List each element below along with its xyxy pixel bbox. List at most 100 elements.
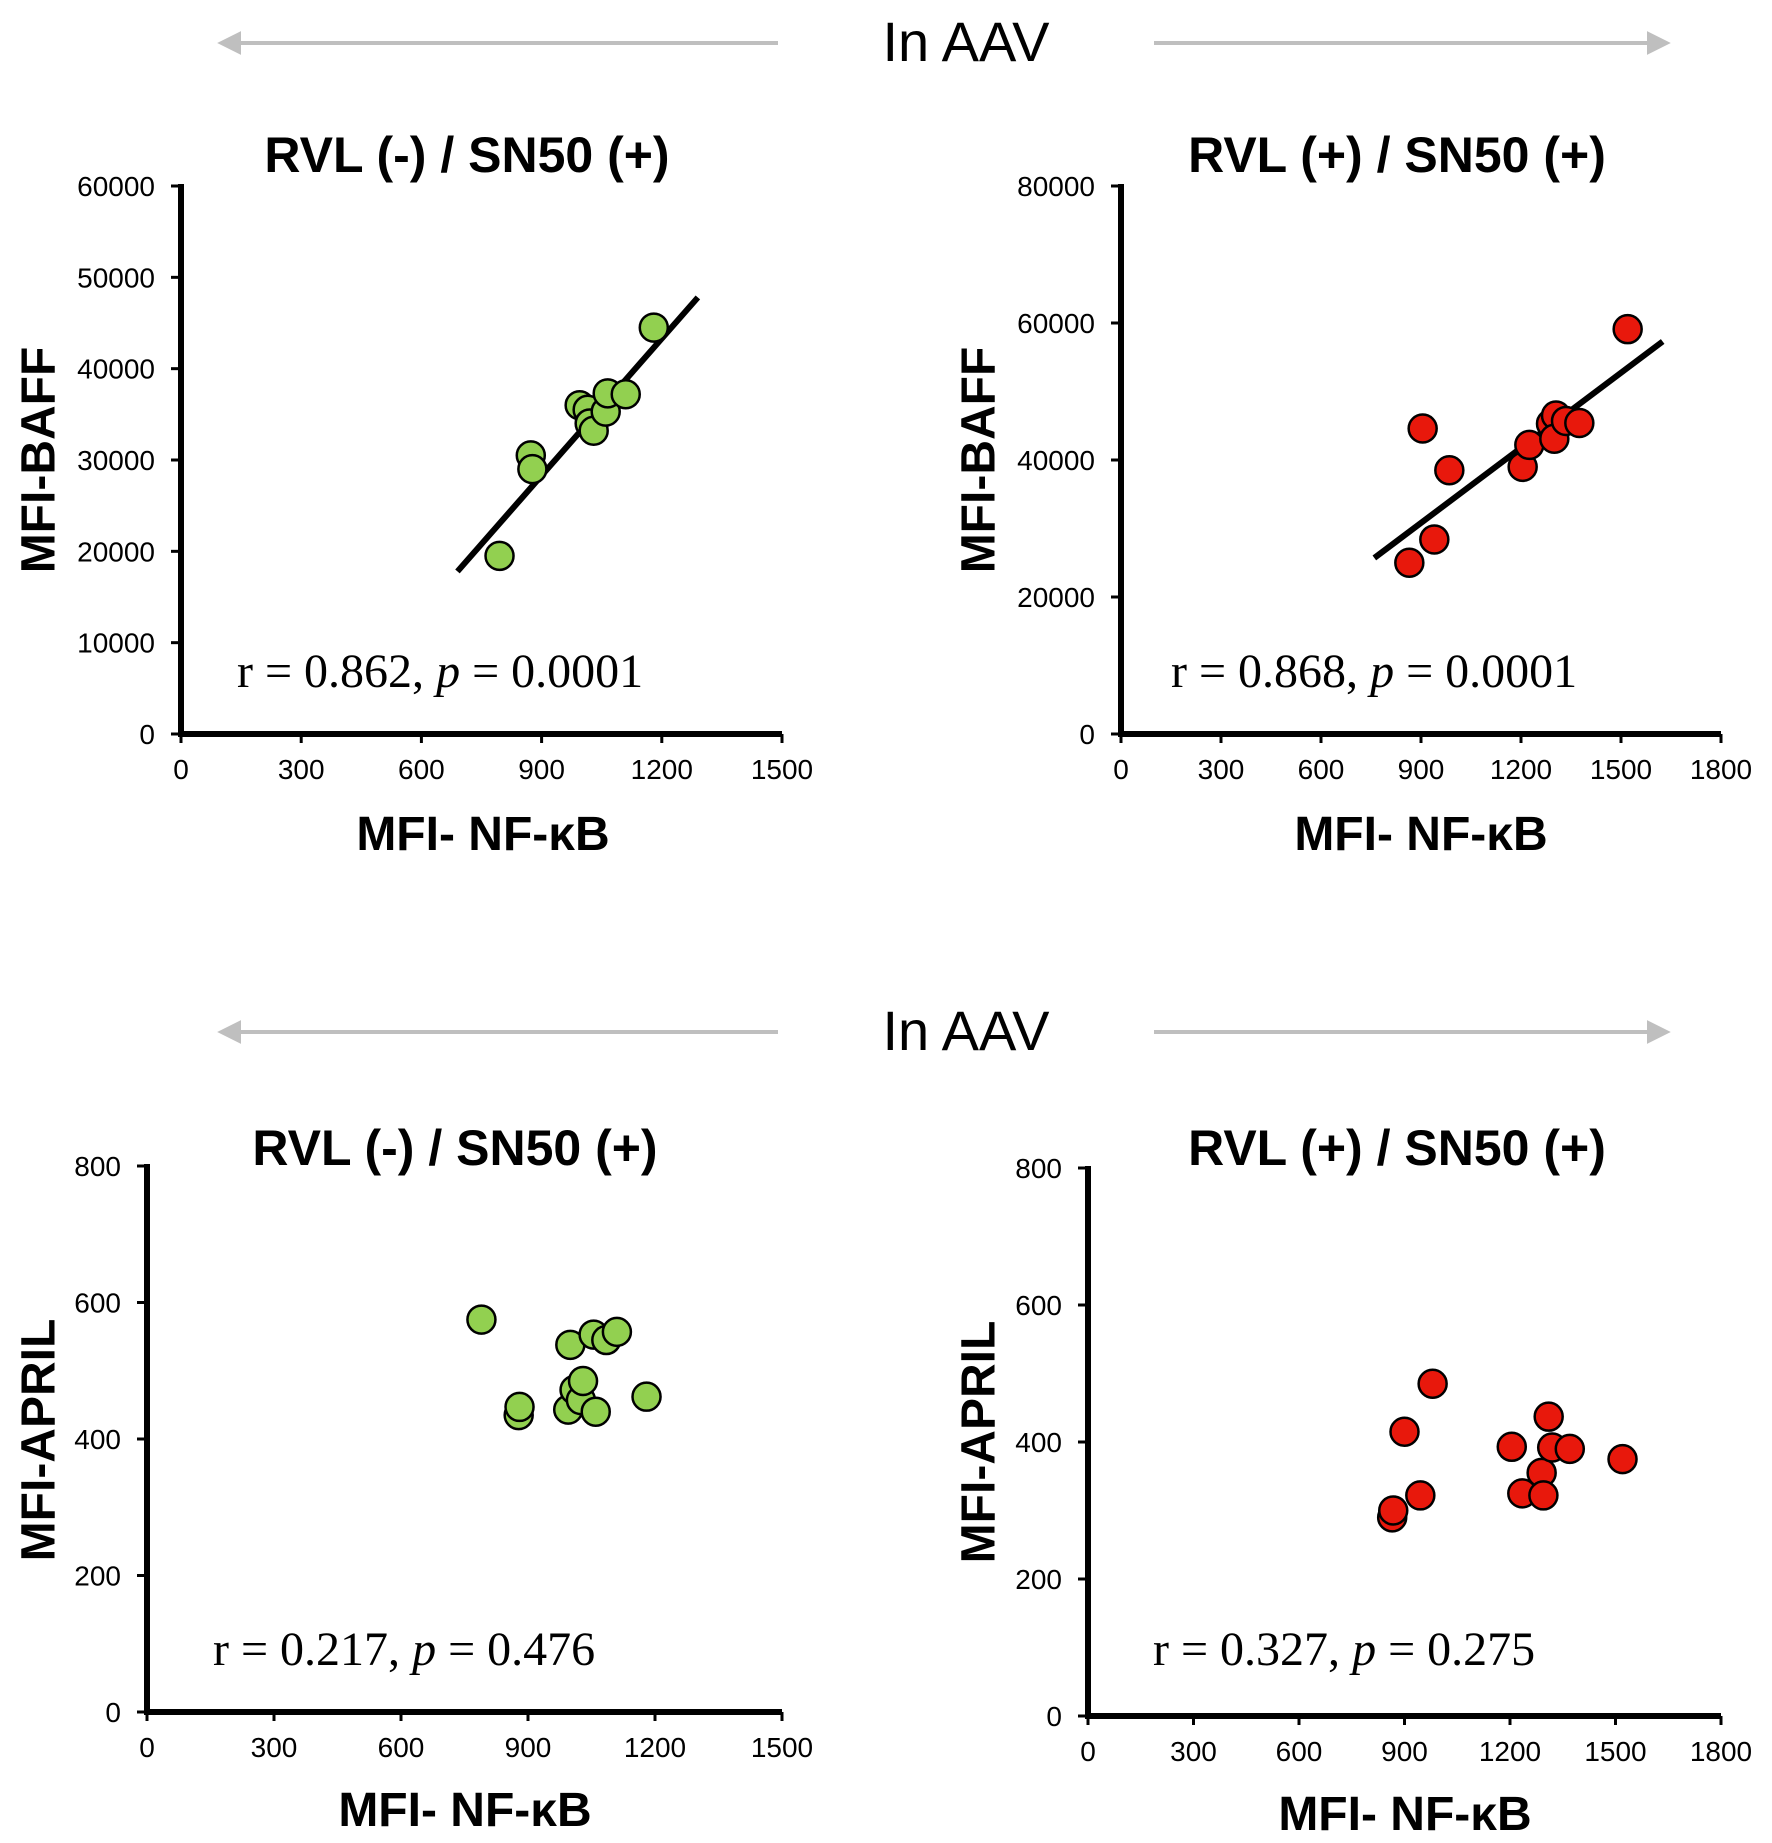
x-axis-label: MFI- NF-κB <box>1278 1788 1531 1841</box>
y-tick-label: 30000 <box>77 445 155 476</box>
x-tick-label: 900 <box>505 1732 552 1763</box>
data-point <box>601 1316 633 1348</box>
y-axis-label: MFI-APRIL <box>13 1319 66 1562</box>
banner-label: In AAV <box>882 999 1050 1062</box>
x-tick-label: 600 <box>1298 754 1345 785</box>
data-point <box>1514 429 1545 461</box>
x-tick-label: 1500 <box>751 754 813 785</box>
stat-p-label: p <box>409 1623 436 1676</box>
data-point <box>567 1365 599 1397</box>
trend-line <box>455 295 701 574</box>
y-tick-label: 600 <box>74 1288 121 1319</box>
x-tick-label: 300 <box>278 754 325 785</box>
stat-p-label: p <box>1367 645 1394 698</box>
stat-r: r = 0.217, <box>213 1623 412 1676</box>
y-tick-label: 20000 <box>1017 582 1095 613</box>
stat-r: r = 0.327, <box>1153 1623 1352 1676</box>
stat-p-value: = 0.476 <box>436 1623 595 1676</box>
data-point <box>504 1391 535 1423</box>
data-point <box>484 540 515 572</box>
x-axis-label: MFI- NF-κB <box>338 1784 591 1837</box>
stat-annotation: r = 0.862, p = 0.0001 <box>237 645 643 698</box>
x-tick-label: 600 <box>1276 1736 1323 1767</box>
x-tick-label: 900 <box>1398 754 1445 785</box>
y-tick-label: 0 <box>1046 1701 1062 1732</box>
banner-bottom: In AAV <box>217 999 1671 1062</box>
x-tick-label: 1500 <box>1590 754 1652 785</box>
stat-p-label: p <box>1349 1623 1376 1676</box>
chart-april-green: RVL (-) / SN50 (+) 0 200 400 600 800 0 300 600 90… <box>13 1120 813 1837</box>
data-point <box>466 1304 497 1335</box>
x-tick-label: 1200 <box>624 1732 686 1763</box>
stat-annotation: r = 0.327, p = 0.275 <box>1153 1623 1535 1676</box>
x-tick-label: 1500 <box>1584 1736 1646 1767</box>
data-point <box>1564 407 1595 439</box>
x-tick-label: 300 <box>1170 1736 1217 1767</box>
x-tick-label: 600 <box>398 754 445 785</box>
x-tick-label: 900 <box>1381 1736 1428 1767</box>
data-point <box>1389 1416 1420 1447</box>
data-point <box>1394 547 1425 578</box>
data-point <box>1533 1401 1564 1432</box>
x-axis-label: MFI- NF-κB <box>356 808 609 861</box>
data-point <box>1496 1431 1528 1463</box>
chart-title: RVL (+) / SN50 (+) <box>1188 127 1606 183</box>
data-point <box>1405 1480 1436 1511</box>
y-tick-label: 60000 <box>1017 308 1095 339</box>
y-axis-label: MFI-BAFF <box>953 347 1006 574</box>
y-axis-label: MFI-APRIL <box>953 1321 1006 1564</box>
y-tick-label: 400 <box>1015 1427 1062 1458</box>
x-tick-label: 900 <box>518 754 565 785</box>
y-tick-label: 200 <box>1015 1564 1062 1595</box>
x-tick-label: 1800 <box>1690 754 1752 785</box>
data-point <box>1377 1495 1409 1526</box>
data-point <box>631 1381 662 1412</box>
y-tick-label: 60000 <box>77 171 155 202</box>
y-tick-label: 40000 <box>1017 445 1095 476</box>
stat-r: r = 0.862, <box>237 645 436 698</box>
chart-title: RVL (+) / SN50 (+) <box>1188 1120 1606 1176</box>
y-tick-label: 20000 <box>77 536 155 567</box>
x-tick-label: 1200 <box>631 754 693 785</box>
data-point <box>1417 1368 1448 1400</box>
y-tick-label: 800 <box>1015 1153 1062 1184</box>
x-axis-label: MFI- NF-κB <box>1294 808 1547 861</box>
stat-r: r = 0.868, <box>1171 645 1370 698</box>
data-point <box>1528 1480 1559 1511</box>
y-tick-label: 50000 <box>77 262 155 293</box>
data-point <box>1434 455 1465 486</box>
y-tick-label: 10000 <box>77 628 155 659</box>
data-point <box>1607 1443 1638 1475</box>
data-point <box>610 378 641 410</box>
x-tick-label: 0 <box>173 754 189 785</box>
y-tick-label: 40000 <box>77 354 155 385</box>
x-tick-label: 600 <box>378 1732 425 1763</box>
data-point <box>1419 524 1450 555</box>
y-tick-label: 600 <box>1015 1290 1062 1321</box>
chart-april-red: RVL (+) / SN50 (+) 0 200 400 600 800 0 300 600 90… <box>953 1120 1752 1841</box>
y-axis-label: MFI-BAFF <box>13 347 66 574</box>
chart-baff-red: RVL (+) / SN50 (+) 0 20000 40000 60000 80000 0… <box>953 127 1752 861</box>
banner-top: In AAV <box>217 10 1671 73</box>
data-point <box>638 312 670 343</box>
x-tick-label: 1500 <box>751 1732 813 1763</box>
x-tick-label: 1800 <box>1690 1736 1752 1767</box>
chart-baff-green: RVL (-) / SN50 (+) 0 10000 20000 30000 40000 5… <box>13 127 813 861</box>
x-tick-label: 0 <box>139 1732 155 1763</box>
data-point <box>517 453 548 485</box>
y-tick-label: 0 <box>139 719 155 750</box>
x-tick-label: 300 <box>1198 754 1245 785</box>
stat-annotation: r = 0.868, p = 0.0001 <box>1171 645 1577 698</box>
x-tick-label: 300 <box>251 1732 298 1763</box>
y-tick-label: 200 <box>74 1561 121 1592</box>
x-tick-label: 1200 <box>1490 754 1552 785</box>
data-point <box>1612 313 1643 345</box>
y-tick-label: 0 <box>105 1697 121 1728</box>
banner-label: In AAV <box>882 10 1050 73</box>
y-tick-label: 0 <box>1079 719 1095 750</box>
chart-title: RVL (-) / SN50 (+) <box>264 127 669 183</box>
stat-annotation: r = 0.217, p = 0.476 <box>213 1623 595 1676</box>
stat-p-value: = 0.275 <box>1376 1623 1535 1676</box>
y-tick-label: 400 <box>74 1424 121 1455</box>
